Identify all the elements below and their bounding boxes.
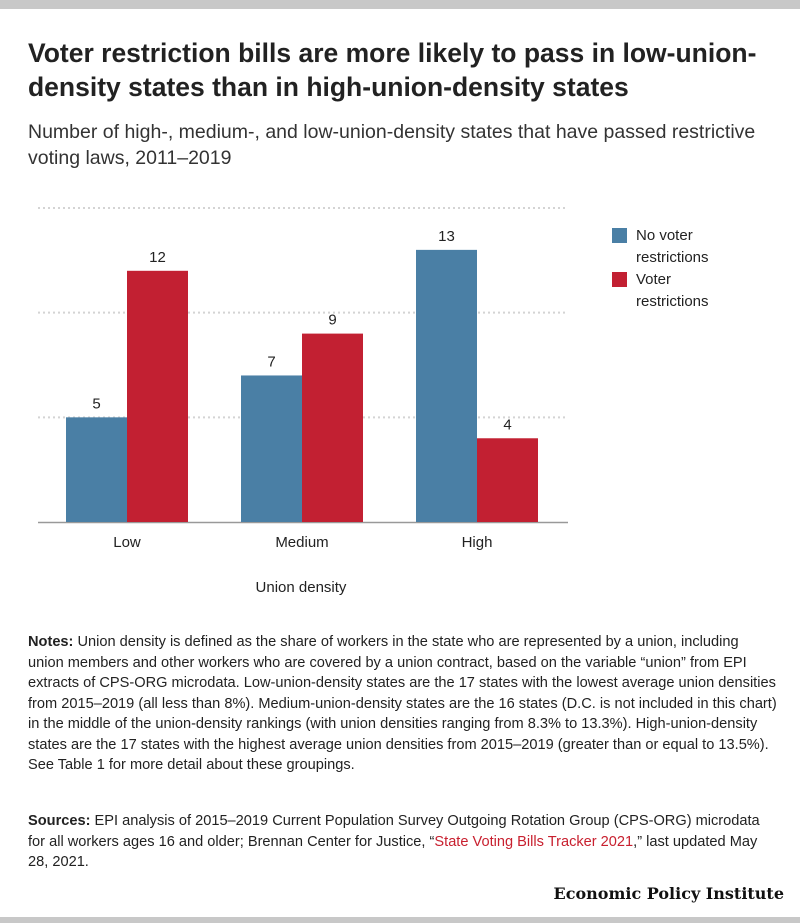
sources-label: Sources: — [28, 813, 91, 829]
legend-label-1-line2: restrictions — [636, 293, 709, 310]
x-tick-label-medium: Medium — [275, 534, 328, 551]
data-label-medium-no-restrictions: 7 — [267, 353, 275, 370]
chart-subtitle: Number of high-, medium-, and low-union-… — [28, 121, 756, 169]
bar-high-restrictions — [477, 438, 538, 522]
x-tick-label-low: Low — [113, 534, 141, 551]
legend-swatch-0 — [612, 228, 627, 243]
sources-text: EPI analysis of 2015–2019 Current Popula… — [28, 813, 760, 850]
bar-medium-restrictions — [302, 333, 363, 522]
brand-logo: Economic Policy Institute — [553, 884, 784, 903]
x-axis-title: Union density — [256, 579, 347, 596]
notes-text: Union density is defined as the share of… — [28, 634, 777, 773]
bar-high-no-restrictions — [416, 249, 477, 522]
bar-chart: 5 12 Low 7 9 Medium 13 4 High Union density No vot… — [38, 207, 709, 596]
chart-title: Voter restriction bills are more likely … — [28, 38, 757, 102]
bottom-border — [0, 917, 800, 923]
bar-medium-no-restrictions — [241, 375, 302, 522]
sources-text-after: ,” last updated May 28, 2021. — [28, 833, 758, 871]
legend-label-0-line1: No voter — [636, 227, 693, 244]
legend-swatch-1 — [612, 272, 627, 287]
data-label-low-no-restrictions: 5 — [92, 395, 100, 412]
top-border — [0, 0, 800, 9]
data-label-low-restrictions: 12 — [149, 249, 166, 266]
data-label-high-no-restrictions: 13 — [438, 228, 455, 245]
legend-label-0-line2: restrictions — [636, 249, 709, 266]
sources: Sources: EPI analysis of 2015–2019 Curre… — [28, 811, 778, 873]
notes-label: Notes: — [28, 634, 74, 650]
bar-low-restrictions — [127, 270, 188, 522]
bar-low-no-restrictions — [66, 417, 127, 522]
x-tick-label-high: High — [462, 534, 493, 551]
data-label-high-restrictions: 4 — [503, 416, 511, 433]
notes: Notes: Union density is defined as the s… — [28, 632, 778, 776]
data-label-medium-restrictions: 9 — [328, 312, 336, 329]
legend-label-1-line1: Voter — [636, 271, 671, 288]
source-link[interactable]: State Voting Bills Tracker 2021 — [434, 833, 634, 850]
